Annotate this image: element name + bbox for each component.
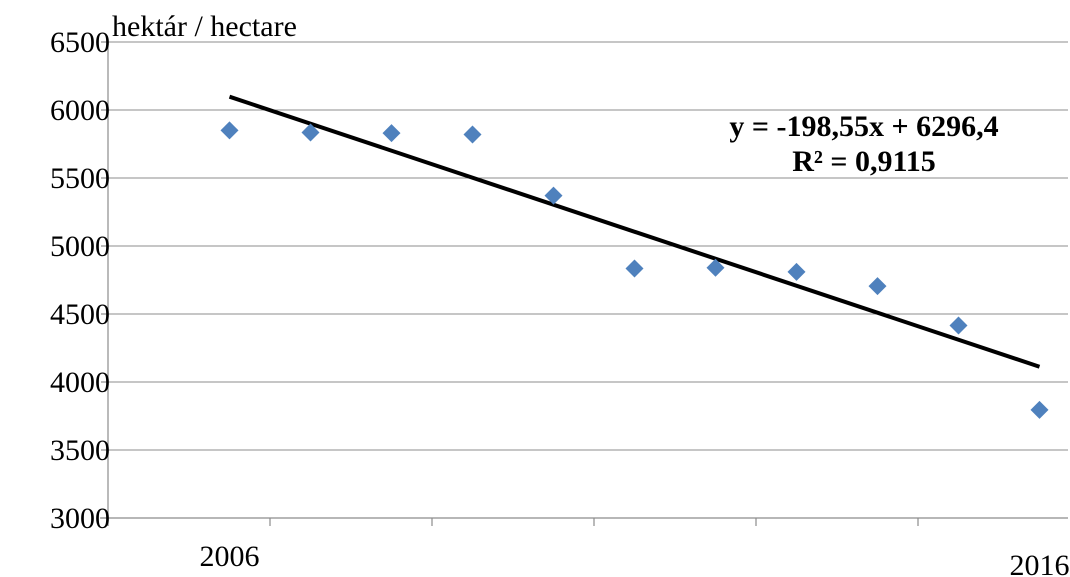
data-point: [220, 121, 239, 140]
data-point: [868, 277, 887, 296]
data-point: [706, 258, 725, 277]
y-tick-label: 5500: [50, 162, 110, 195]
trendline-equation: y = -198,55x + 6296,4: [729, 110, 998, 143]
x-tick-label: 2006: [200, 540, 260, 573]
axes: [100, 41, 1068, 526]
data-point: [625, 259, 644, 278]
y-tick-label: 5000: [50, 230, 110, 263]
data-point: [949, 316, 968, 335]
data-point: [463, 125, 482, 144]
y-tick-label: 6000: [50, 94, 110, 127]
data-point: [1030, 400, 1049, 419]
data-point: [787, 262, 806, 281]
y-tick-label: 3500: [50, 434, 110, 467]
y-tick-label: 4500: [50, 298, 110, 331]
y-tick-label: 6500: [50, 26, 110, 59]
data-point: [382, 124, 401, 143]
y-tick-label: 4000: [50, 366, 110, 399]
data-point: [301, 123, 320, 142]
y-tick-labels: 3000 3500 4000 4500 5000 5500 6000 6500: [50, 26, 110, 535]
x-tick-labels: 2006 2016: [200, 540, 1070, 577]
trendline: [228, 94, 1041, 369]
y-axis-unit-label: hektár / hectare: [112, 10, 297, 43]
y-tick-label: 3000: [50, 502, 110, 535]
x-tick-label: 2016: [1010, 549, 1070, 577]
data-points: [220, 121, 1049, 419]
data-point: [544, 186, 563, 205]
trendline-r-squared: R² = 0,9115: [792, 145, 936, 178]
